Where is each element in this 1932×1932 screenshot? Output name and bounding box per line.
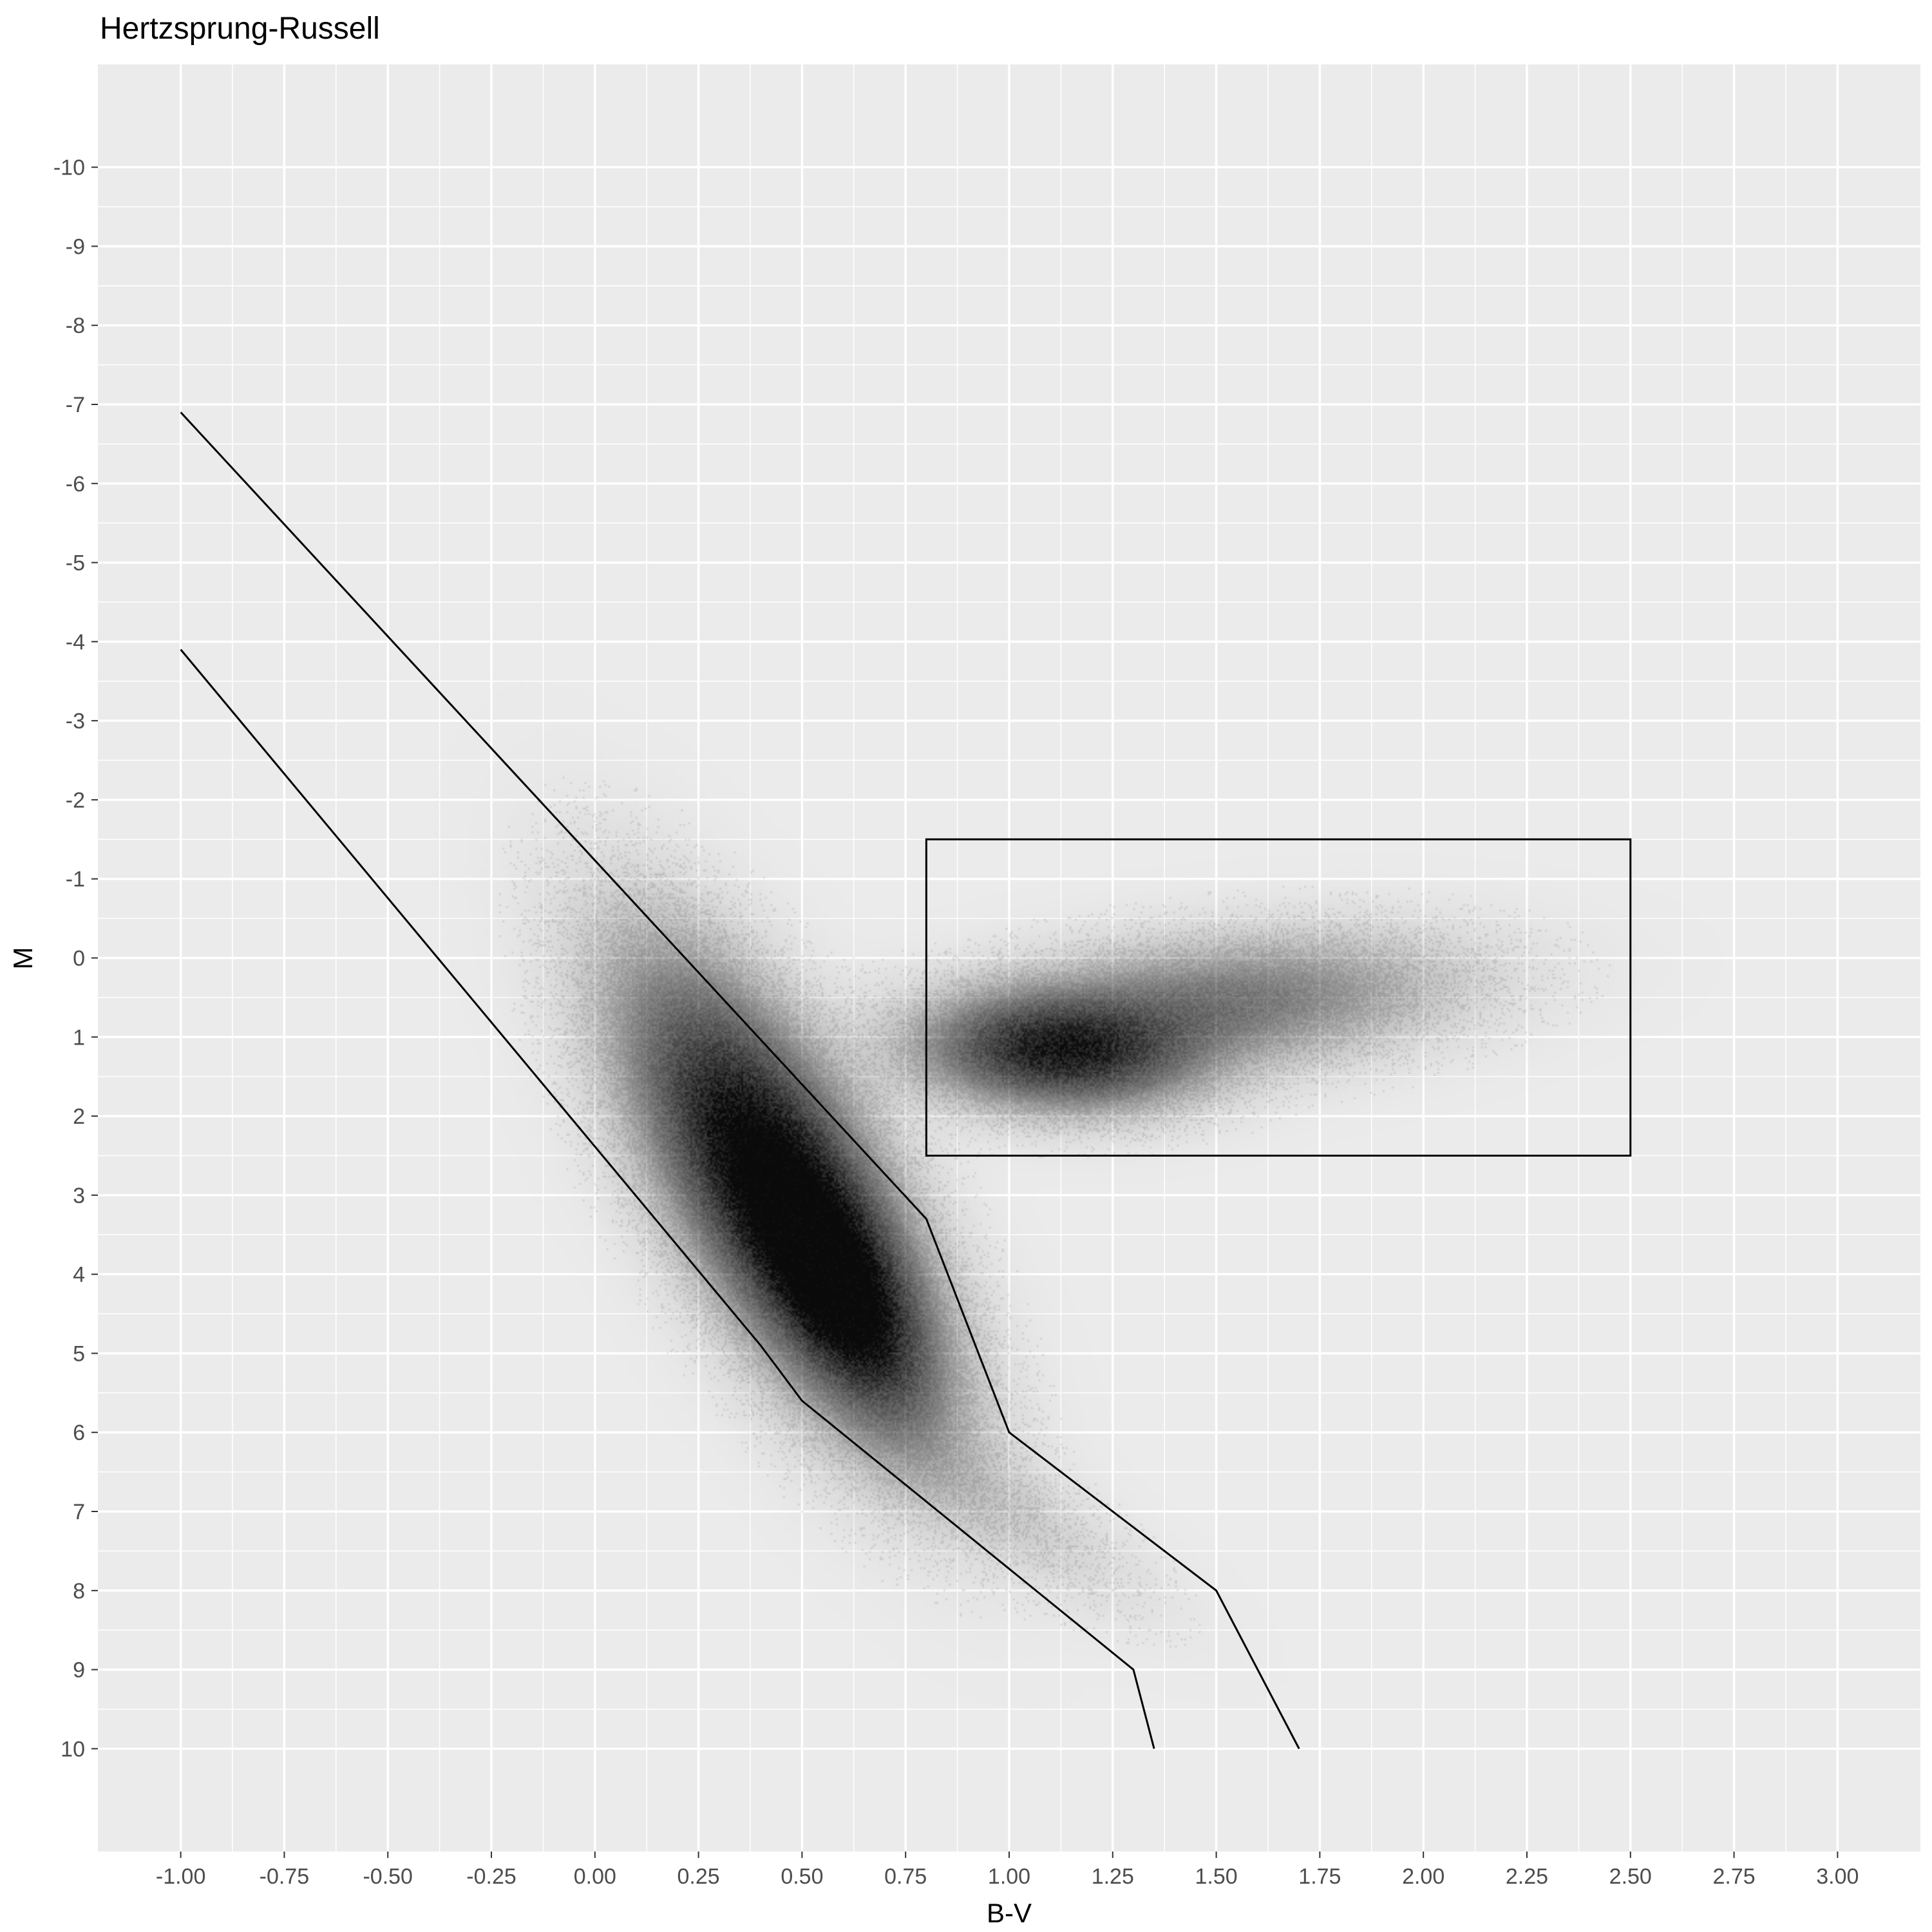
y-tick-label: -7 (66, 393, 85, 417)
x-tick-label: 0.75 (884, 1864, 927, 1889)
x-tick-label: 1.00 (988, 1864, 1030, 1889)
x-tick-label: -0.75 (260, 1864, 310, 1889)
x-tick-label: 3.00 (1816, 1864, 1859, 1889)
x-axis-ticks: -1.00 -0.75 -0.50 -0.25 0.00 0.25 0.50 0.75 1.00… (156, 1852, 1859, 1889)
y-tick-label: -4 (66, 630, 85, 654)
y-tick-label: -1 (66, 867, 85, 892)
x-tick-label: 2.75 (1712, 1864, 1755, 1889)
y-tick-label: 0 (73, 947, 85, 971)
y-tick-label: 8 (73, 1579, 85, 1604)
y-tick-label: 2 (73, 1104, 85, 1129)
x-tick-label: 1.50 (1195, 1864, 1237, 1889)
y-tick-label: 5 (73, 1341, 85, 1366)
y-tick-label: 3 (73, 1184, 85, 1208)
x-tick-label: 0.00 (574, 1864, 616, 1889)
y-tick-label: -5 (66, 551, 85, 576)
x-tick-label: 2.00 (1402, 1864, 1444, 1889)
y-tick-label: -3 (66, 709, 85, 734)
boundary-line-1 (180, 412, 1300, 1750)
x-tick-label: -0.25 (466, 1864, 516, 1889)
y-tick-label: -8 (66, 314, 85, 338)
y-tick-label: -2 (66, 788, 85, 813)
y-tick-label: -6 (66, 472, 85, 497)
x-tick-label: 1.75 (1298, 1864, 1341, 1889)
overlay-lines (180, 412, 1632, 1750)
x-axis-label: B-V (987, 1898, 1032, 1928)
giant-branch-box (925, 838, 1632, 1157)
chart-title: Hertzsprung-Russell (100, 12, 380, 46)
x-tick-label: 2.50 (1609, 1864, 1652, 1889)
x-tick-label: 1.25 (1092, 1864, 1134, 1889)
y-tick-label: 4 (73, 1263, 85, 1287)
y-tick-label: -9 (66, 234, 85, 259)
x-tick-label: 0.25 (677, 1864, 720, 1889)
x-tick-label: 2.25 (1506, 1864, 1548, 1889)
y-tick-label: 1 (73, 1025, 85, 1050)
y-tick-label: 6 (73, 1421, 85, 1445)
y-tick-label: 10 (61, 1737, 85, 1761)
boundary-line-2 (180, 649, 1155, 1749)
x-tick-label: 0.50 (781, 1864, 823, 1889)
y-tick-label: -10 (53, 156, 85, 180)
star-density-points (98, 64, 1920, 1852)
y-tick-label: 9 (73, 1658, 85, 1683)
x-tick-label: -1.00 (156, 1864, 206, 1889)
y-tick-label: 7 (73, 1500, 85, 1524)
x-tick-label: -0.50 (363, 1864, 413, 1889)
y-axis-label: M (8, 947, 38, 970)
